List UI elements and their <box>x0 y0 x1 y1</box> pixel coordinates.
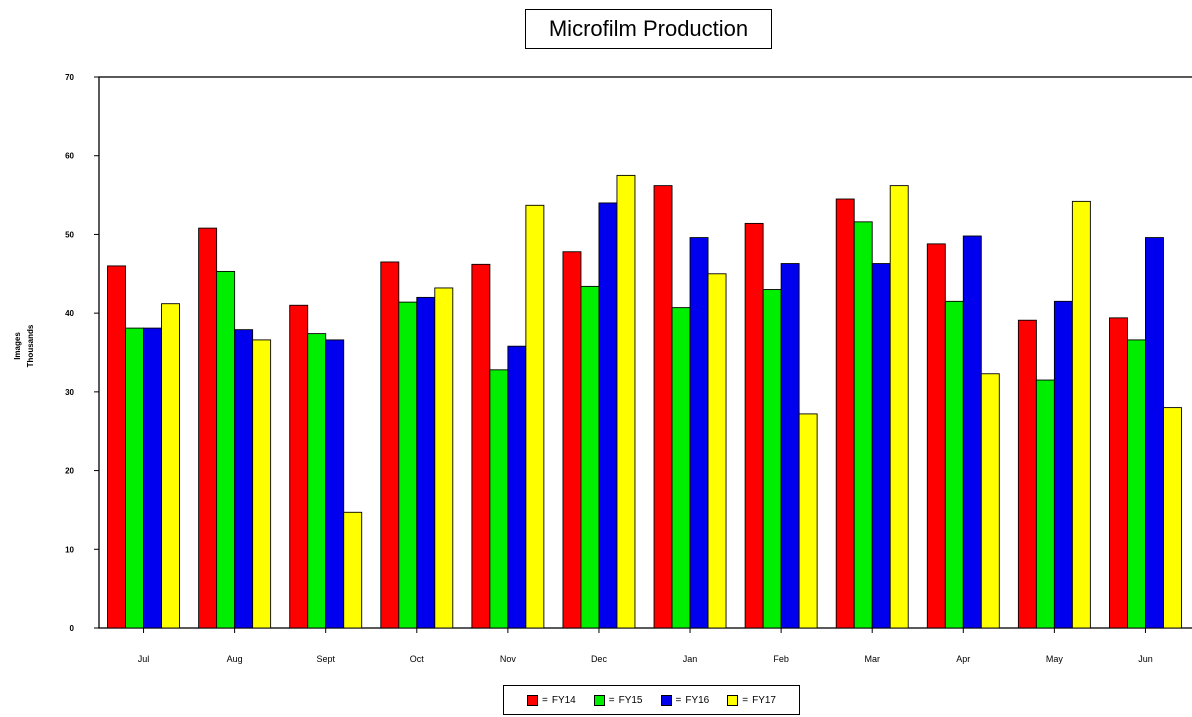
bar-fy15-jan <box>671 307 691 629</box>
y-tick-label: 70 <box>65 73 74 82</box>
legend: = FY14 = FY15 = FY16 = FY17 <box>503 685 800 715</box>
bar-fy17-jun <box>1163 407 1182 629</box>
x-tick-label: Apr <box>956 654 970 664</box>
x-tick-label: Dec <box>591 654 608 664</box>
y-tick-label: 30 <box>65 388 74 397</box>
bar-fy14-may <box>1017 319 1037 629</box>
bar-fy15-jul <box>125 327 144 629</box>
y-tick-label: 20 <box>65 467 74 476</box>
legend-separator: = <box>675 694 682 706</box>
bar-fy17-may <box>1071 200 1091 629</box>
legend-swatch <box>593 694 605 706</box>
bar-fy17-aug <box>252 339 272 629</box>
x-tick-label: Jan <box>683 654 698 664</box>
bar-fy15-may <box>1035 379 1055 629</box>
bar-fy16-sept <box>325 339 345 629</box>
bar-fy14-jul <box>107 265 126 629</box>
y-tick-label: 0 <box>70 624 75 633</box>
bar-fy16-jul <box>143 327 162 629</box>
bar-fy14-jun <box>1109 317 1128 629</box>
bar-fy17-jul <box>161 303 180 629</box>
bar-fy14-dec <box>562 251 582 629</box>
legend-separator: = <box>542 694 548 706</box>
legend-swatch <box>527 694 538 706</box>
x-tick-label: Feb <box>773 654 789 664</box>
bar-fy16-apr <box>962 235 982 629</box>
x-tick-label: May <box>1046 654 1064 664</box>
y-tick-label: 10 <box>65 545 74 554</box>
bar-fy17-mar <box>889 185 909 629</box>
bar-fy14-oct <box>380 261 400 629</box>
bar-fy14-sept <box>289 304 309 629</box>
y-tick-label: 60 <box>65 152 74 161</box>
plot-area <box>98 76 1192 629</box>
legend-label: FY14 <box>551 694 576 706</box>
bar-fy16-oct <box>416 296 436 629</box>
legend-label: FY17 <box>752 694 776 706</box>
legend-swatch <box>660 694 672 706</box>
x-tick-label: Nov <box>500 654 517 664</box>
bar-fy15-apr <box>944 300 964 629</box>
bar-fy16-dec <box>598 202 618 629</box>
legend-item-fy15: = FY15 <box>593 694 643 706</box>
bar-fy17-sept <box>343 511 363 629</box>
legend-label: FY16 <box>685 694 710 706</box>
legend-separator: = <box>742 694 749 706</box>
bar-fy16-mar <box>871 263 891 629</box>
bar-fy15-nov <box>489 369 509 629</box>
legend-swatch <box>727 694 739 706</box>
bar-fy15-oct <box>398 301 418 629</box>
bar-fy15-feb <box>762 289 782 629</box>
bar-fy16-jan <box>689 237 709 629</box>
bar-fy17-nov <box>525 204 545 629</box>
bar-fy15-dec <box>580 285 600 629</box>
legend-item-fy17: = FY17 <box>727 694 776 706</box>
x-tick-label: Sept <box>316 654 335 664</box>
bar-fy16-jun <box>1145 237 1164 629</box>
bar-fy17-oct <box>434 287 454 629</box>
x-tick-label: Mar <box>864 654 880 664</box>
legend-item-fy16: = FY16 <box>660 694 710 706</box>
bar-fy17-jan <box>707 273 727 629</box>
bar-fy17-apr <box>980 373 1000 629</box>
chart-title: Microfilm Production <box>525 9 772 49</box>
bar-fy16-may <box>1053 300 1073 629</box>
x-tick-label: Oct <box>410 654 425 664</box>
bar-fy17-feb <box>798 413 818 629</box>
y-tick-label: 50 <box>65 230 74 239</box>
y-tick-label: 40 <box>65 309 74 318</box>
legend-item-fy14: = FY14 <box>527 694 576 706</box>
bar-fy17-dec <box>616 174 636 629</box>
chart-title-text: Microfilm Production <box>548 16 749 41</box>
x-tick-label: Jun <box>1138 654 1153 664</box>
bar-fy14-jan <box>653 185 673 629</box>
bar-fy15-aug <box>216 270 236 629</box>
bar-fy16-nov <box>507 345 527 629</box>
x-tick-label: Jul <box>138 654 150 664</box>
bar-fy15-mar <box>853 221 873 629</box>
bar-fy16-aug <box>234 329 254 629</box>
bar-fy15-jun <box>1127 339 1146 629</box>
bar-fy14-feb <box>744 222 764 629</box>
bar-fy14-aug <box>198 227 218 629</box>
bar-fy16-feb <box>780 263 800 629</box>
bar-fy14-nov <box>471 263 491 629</box>
bar-fy15-sept <box>307 333 327 629</box>
bar-fy14-mar <box>835 198 855 629</box>
bar-fy14-apr <box>926 243 946 629</box>
legend-label: FY15 <box>618 694 643 706</box>
legend-separator: = <box>608 694 615 706</box>
x-tick-label: Aug <box>227 654 243 664</box>
